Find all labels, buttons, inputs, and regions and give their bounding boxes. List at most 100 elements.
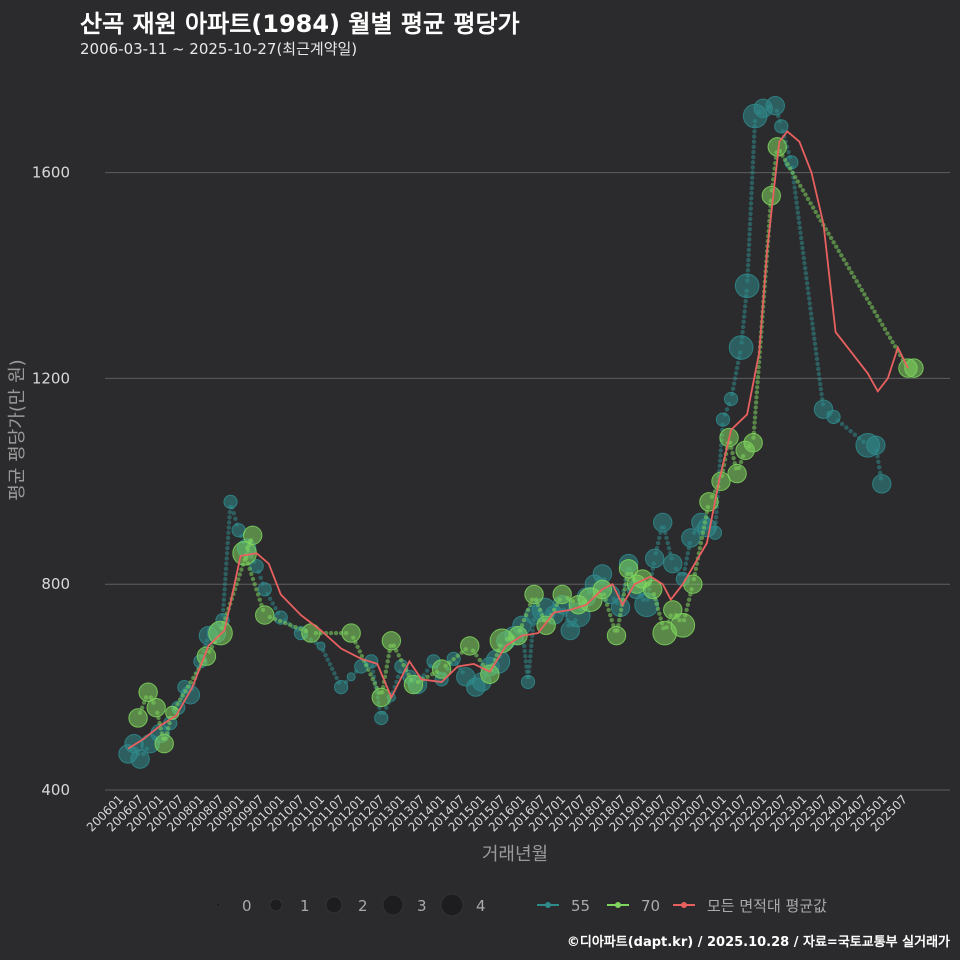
series-55-trail-dot (844, 425, 849, 430)
series-55-point-20 (316, 641, 326, 651)
series-70-trail-dot (693, 566, 699, 571)
series-55-trail-dot (258, 575, 263, 580)
series-70-trail-dot (700, 530, 706, 535)
series-55-trail-dot (802, 265, 808, 271)
series-55-trail-dot (800, 250, 806, 256)
series-55-trail-dot (730, 386, 736, 391)
series-55-trail-dot (748, 211, 753, 216)
series-55-trail-dot (801, 255, 807, 261)
series-55-point-71 (774, 119, 789, 134)
series-70-trail-dot (288, 622, 293, 628)
series-70-trail-dot (368, 672, 373, 677)
legend-size-label-1: 1 (300, 897, 310, 915)
series-70-trail-dot (455, 653, 460, 659)
series-55-trail-dot (750, 165, 755, 170)
series-70-trail-dot (839, 253, 844, 258)
series-55-trail-dot (714, 509, 719, 515)
series-70-trail-dot (790, 170, 795, 176)
series-70-trail-dot (752, 415, 758, 420)
series-55-trail-dot (815, 361, 820, 367)
series-70-trail-dot (785, 162, 790, 167)
y-tick-400: 400 (41, 781, 70, 799)
series-55-trail-dot (270, 601, 275, 606)
series-70-trail-dot (836, 248, 841, 254)
series-70-trail-dot (698, 540, 704, 546)
series-55-trail-dot (421, 673, 427, 678)
series-70-trail-dot (277, 618, 283, 624)
series-55-trail-dot (334, 675, 339, 681)
series-70-trail-dot (401, 662, 406, 668)
series-55-trail-dot (839, 421, 845, 427)
series-70-trail-dot (480, 662, 486, 668)
series-70-trail-dot (654, 601, 659, 607)
series-70-trail-dot (247, 566, 252, 571)
series-70-trail-dot (255, 592, 261, 597)
series-70-trail-dot (877, 318, 882, 323)
series-55-point-25 (374, 710, 389, 726)
series-55-trail-dot (798, 230, 803, 236)
series-70-trail-dot (685, 602, 691, 607)
series-70-trail-dot (608, 612, 613, 618)
series-55-point-74 (826, 409, 841, 425)
series-55-trail-dot (749, 196, 754, 201)
series-70-trail-dot (862, 292, 867, 297)
series-70-trail-dot (383, 669, 389, 674)
series-70-trail-dot (364, 663, 369, 668)
series-70-trail-dot (800, 188, 806, 193)
series-70-trail-dot (882, 326, 888, 332)
series-70-point-9 (255, 605, 275, 625)
series-55-trail-dot (792, 185, 797, 190)
series-55-trail-dot (221, 602, 226, 607)
series-55-trail-dot (749, 185, 754, 191)
series-70-trail-dot (609, 618, 614, 623)
legend-size-label-2: 2 (358, 897, 368, 915)
y-tick-1200: 1200 (32, 369, 70, 387)
series-55-trail-dot (221, 597, 227, 602)
series-55-trail-dot (818, 386, 824, 392)
series-55-trail-dot (223, 576, 228, 582)
series-70-trail-dot (283, 620, 288, 626)
series-55-trail-dot (877, 470, 883, 476)
series-55-trail-dot (222, 587, 227, 592)
series-70-trail-dot (617, 618, 622, 623)
legend-size-label-3: 3 (417, 897, 427, 915)
series-55-trail-dot (734, 365, 740, 371)
series-55-trail-dot (733, 371, 739, 376)
series-70-trail-dot (831, 240, 836, 245)
series-55-trail-dot (804, 281, 810, 286)
series-55-trail-dot (222, 582, 228, 587)
series-70-trail-dot (257, 597, 262, 602)
series-70-trail-dot (359, 653, 365, 659)
series-55-trail-dot (741, 314, 747, 319)
series-55-trail-dot (747, 237, 752, 242)
series-55-trail-dot (741, 319, 746, 325)
series-55-point-76 (866, 435, 886, 455)
series-70-trail-dot (841, 257, 847, 262)
series-70-point-26 (606, 625, 627, 646)
series-55-trail-dot (224, 561, 229, 566)
series-55-trail-dot (717, 458, 723, 463)
series-55-point-65 (723, 391, 739, 407)
series-70-trail-dot (810, 205, 816, 210)
series-70-trail-dot (333, 630, 339, 636)
series-55-trail-dot (817, 376, 822, 382)
series-55-trail-dot (747, 227, 753, 232)
series-70-point-41 (761, 186, 781, 206)
series-70-trail-dot (385, 659, 390, 664)
series-55-trail-dot (799, 235, 804, 241)
series-70-trail-dot (183, 688, 188, 694)
series-55-trail-dot (814, 351, 819, 357)
series-70-trail-dot (396, 653, 401, 658)
series-55-trail-dot (222, 592, 227, 597)
series-55-trail-dot (852, 432, 858, 437)
series-70-trail-dot (525, 607, 531, 613)
series-55-trail-dot (786, 149, 791, 155)
series-55-trail-dot (811, 331, 816, 336)
series-55-point-66 (728, 335, 754, 360)
series-70-trail-dot (702, 520, 708, 525)
series-70-point-27 (618, 559, 639, 579)
series-70-trail-dot (857, 283, 862, 288)
series-70-trail-dot (604, 602, 610, 607)
series-55-point-13 (223, 494, 238, 509)
series-70-trail-dot (887, 335, 893, 340)
